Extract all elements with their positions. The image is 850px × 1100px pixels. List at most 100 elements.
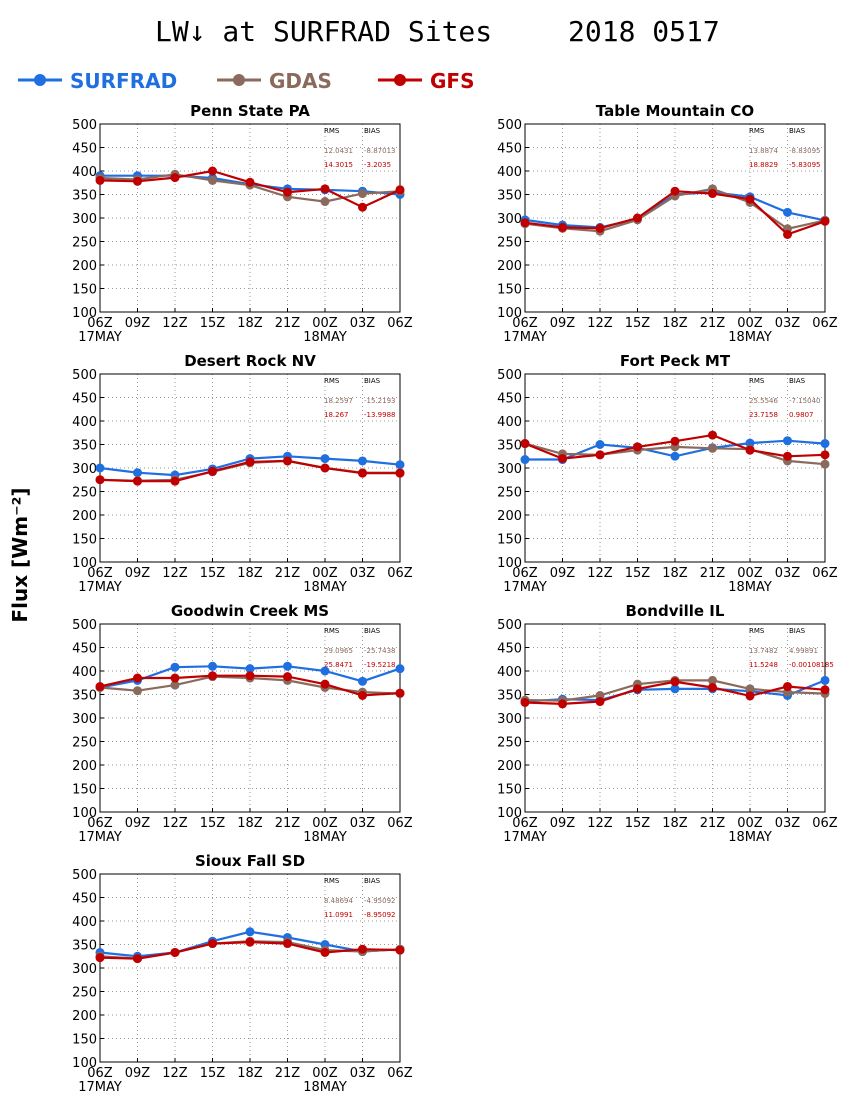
- date-label-next: 18MAY: [303, 830, 347, 845]
- y-tick-label: 100: [497, 556, 522, 571]
- y-tick-label: 150: [497, 783, 522, 798]
- data-point-gfs: [633, 442, 642, 452]
- data-point-surfrad: [208, 661, 217, 671]
- data-point-surfrad: [245, 927, 255, 937]
- data-point-surfrad: [395, 664, 405, 674]
- data-point-gdas: [745, 684, 755, 694]
- y-tick-label: 250: [72, 736, 97, 751]
- x-tick-label: 21Z: [275, 816, 301, 831]
- x-tick-label: 06Z: [512, 566, 538, 581]
- stats-gfs-bias: 0.9807: [789, 411, 814, 419]
- y-tick-label: 350: [72, 689, 97, 704]
- x-tick-label: 06Z: [87, 1066, 113, 1081]
- stats-gdas-bias: -8.87013: [364, 147, 395, 155]
- stats-gdas-rms: 29.0965: [324, 647, 353, 655]
- y-tick-label: 450: [72, 642, 97, 657]
- data-point-gdas: [358, 189, 367, 199]
- x-tick-label: 06Z: [512, 816, 538, 831]
- panel-goodwin-creek-ms: Goodwin Creek MS 100 150 200 250 300 350 400 450…: [72, 602, 413, 845]
- y-tick-label: 300: [72, 212, 97, 227]
- x-tick-label: 12Z: [587, 816, 613, 831]
- stats-gdas-bias: -15.2193: [364, 397, 395, 405]
- y-tick-label: 300: [72, 962, 97, 977]
- data-point-gfs: [283, 672, 292, 682]
- data-point-surfrad: [820, 675, 830, 685]
- y-tick-label: 200: [72, 259, 97, 274]
- stats-header-rms: RMS: [324, 627, 340, 635]
- x-tick-label: 00Z: [312, 566, 338, 581]
- x-tick-label: 18Z: [237, 1066, 263, 1081]
- legend-label-surfrad: SURFRAD: [70, 69, 177, 93]
- x-tick-label: 12Z: [162, 566, 188, 581]
- stats-gdas-bias: -8.83095: [789, 147, 820, 155]
- y-tick-label: 200: [72, 1009, 97, 1024]
- y-tick-label: 100: [497, 306, 522, 321]
- data-point-gdas: [320, 197, 330, 207]
- y-tick-label: 150: [72, 1033, 97, 1048]
- x-tick-label: 15Z: [625, 816, 651, 831]
- y-tick-label: 350: [497, 689, 522, 704]
- date-label-next: 18MAY: [303, 1080, 347, 1095]
- data-point-gfs: [283, 456, 292, 466]
- data-point-gfs: [558, 699, 567, 709]
- stats-gdas-bias: -7.15040: [789, 397, 820, 405]
- y-tick-label: 500: [72, 868, 97, 883]
- date-label-start: 17MAY: [78, 330, 122, 345]
- y-tick-label: 300: [72, 462, 97, 477]
- data-point-gdas: [208, 175, 217, 185]
- x-tick-label: 06Z: [87, 316, 113, 331]
- y-tick-label: 400: [72, 165, 97, 180]
- data-point-gfs: [208, 939, 217, 949]
- x-tick-label: 00Z: [312, 316, 338, 331]
- x-tick-label: 06Z: [387, 1066, 413, 1081]
- x-tick-label: 03Z: [350, 316, 376, 331]
- x-tick-label: 18Z: [662, 816, 688, 831]
- stats-gfs-bias: -13.9988: [364, 411, 395, 419]
- y-tick-label: 200: [72, 759, 97, 774]
- panel-title: Sioux Fall SD: [195, 852, 305, 870]
- panel-penn-state-pa: Penn State PA 100 150 200 250 300 350 400 450 500…: [72, 102, 413, 345]
- y-tick-label: 250: [497, 236, 522, 251]
- data-point-gfs: [395, 468, 405, 478]
- panel-title: Goodwin Creek MS: [171, 602, 329, 620]
- data-point-surfrad: [358, 676, 367, 686]
- panels: Penn State PA 100 150 200 250 300 350 400 450 500…: [72, 102, 838, 1095]
- y-tick-label: 100: [72, 556, 97, 571]
- data-point-gfs: [670, 186, 680, 196]
- data-point-surfrad: [170, 662, 180, 672]
- data-point-gfs: [520, 218, 530, 228]
- y-tick-label: 400: [497, 665, 522, 680]
- y-tick-label: 300: [497, 712, 522, 727]
- x-tick-label: 06Z: [387, 816, 413, 831]
- x-tick-label: 15Z: [625, 316, 651, 331]
- panel-table-mountain-co: Table Mountain CO 100 150 200 250 300 350 400 45…: [497, 102, 838, 345]
- y-tick-label: 250: [72, 486, 97, 501]
- data-point-gfs: [245, 937, 255, 947]
- y-tick-label: 150: [72, 783, 97, 798]
- y-tick-label: 450: [72, 892, 97, 907]
- data-point-gfs: [133, 954, 142, 964]
- data-point-gfs: [133, 476, 142, 486]
- data-point-gfs: [783, 682, 792, 692]
- date-label-start: 17MAY: [503, 830, 547, 845]
- data-point-surfrad: [595, 440, 605, 449]
- x-tick-label: 12Z: [162, 1066, 188, 1081]
- y-tick-label: 400: [72, 665, 97, 680]
- date-label-next: 18MAY: [303, 580, 347, 595]
- data-point-gfs: [245, 177, 255, 187]
- stats-gfs-rms: 14.3015: [324, 161, 353, 169]
- stats-gfs-rms: 18.8829: [749, 161, 778, 169]
- stats-gdas-rms: 25.5546: [749, 397, 778, 405]
- date-label-next: 18MAY: [728, 580, 772, 595]
- panel-bondville-il: Bondville IL 100 150 200 250 300 350 400 450 500 0…: [497, 602, 838, 845]
- x-tick-label: 15Z: [200, 316, 226, 331]
- data-point-gfs: [170, 476, 180, 486]
- x-tick-label: 18Z: [662, 316, 688, 331]
- data-point-gfs: [283, 187, 292, 197]
- data-point-gfs: [358, 944, 367, 954]
- data-point-gfs: [245, 671, 255, 681]
- data-point-gfs: [245, 457, 255, 467]
- data-point-gfs: [395, 185, 405, 195]
- stats-header-rms: RMS: [749, 627, 765, 635]
